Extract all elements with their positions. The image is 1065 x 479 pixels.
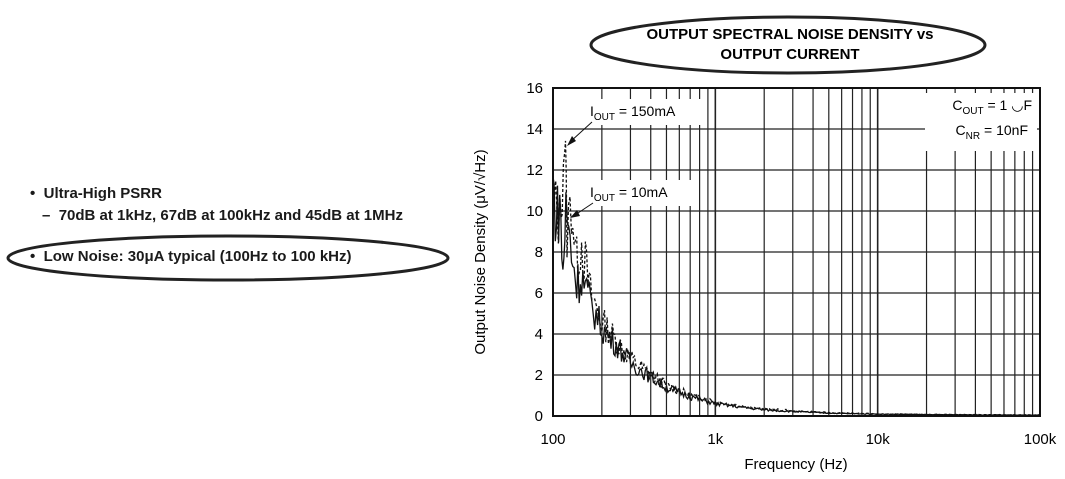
y-tick-label: 14	[526, 121, 543, 138]
bullet-icon: •	[30, 185, 36, 202]
series-label-10ma: IOUT = 10mA	[590, 184, 668, 204]
y-tick-label: 10	[526, 203, 543, 220]
bullet-text: Low Noise: 30μA typical (100Hz to 100 kH…	[43, 248, 352, 265]
chart-title-line2: OUTPUT CURRENT	[720, 46, 859, 63]
bullet-text: Ultra-High PSRR	[43, 185, 162, 202]
y-axis-label: Output Noise Density (μV/√Hz)	[472, 149, 489, 354]
x-tick-label: 100	[540, 431, 565, 448]
chart-title-line1: OUTPUT SPECTRAL NOISE DENSITY vs	[647, 26, 934, 43]
condition-cnr: CNR = 10nF	[956, 122, 1028, 142]
label-bg	[587, 180, 695, 206]
conditions-bg	[925, 93, 1037, 151]
bullet-subtext: 70dB at 1kHz, 67dB at 100kHz and 45dB at…	[58, 207, 403, 224]
condition-cout: COUT = 1 ◡F	[952, 97, 1032, 117]
highlight-ellipse-title	[589, 15, 987, 75]
bullet-psrr-detail: – 70dB at 1kHz, 67dB at 100kHz and 45dB …	[42, 207, 462, 224]
plot-frame	[552, 87, 1041, 417]
bullet-psrr: • Ultra-High PSRR	[30, 185, 162, 202]
series-label-150ma: IOUT = 150mA	[590, 103, 676, 123]
y-tick-label: 12	[526, 162, 543, 179]
y-tick-label: 0	[535, 408, 543, 425]
x-tick-label: 10k	[866, 431, 891, 448]
bullet-icon: •	[30, 248, 36, 265]
x-axis-label: Frequency (Hz)	[744, 456, 847, 473]
x-tick-label: 1k	[707, 431, 723, 448]
bullet-low-noise: • Low Noise: 30μA typical (100Hz to 100 …	[30, 248, 351, 265]
series-line-10ma	[552, 176, 1041, 416]
x-tick-label: 100k	[1024, 431, 1057, 448]
y-tick-label: 2	[535, 367, 543, 384]
highlight-ellipse-low-noise	[6, 234, 450, 282]
arrowhead-10ma-icon	[570, 210, 580, 218]
arrowhead-150ma-icon	[567, 136, 576, 146]
y-tick-label: 4	[535, 326, 543, 343]
y-tick-label: 6	[535, 285, 543, 302]
label-bg	[587, 99, 705, 125]
dash-icon: –	[42, 207, 51, 224]
y-tick-label: 16	[526, 80, 543, 97]
y-tick-label: 8	[535, 244, 543, 261]
